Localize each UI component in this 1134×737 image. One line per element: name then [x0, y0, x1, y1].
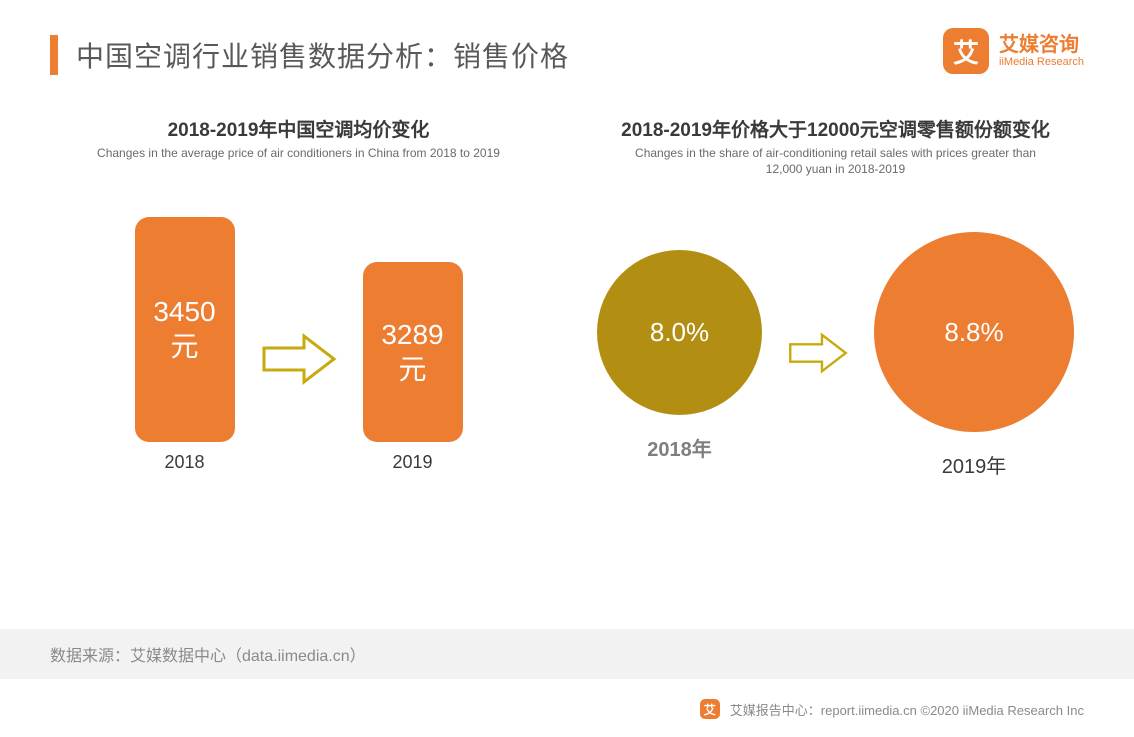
brand-name-cn: 艾媒咨询	[999, 34, 1084, 56]
bar-2019: 3289 元 2019	[363, 262, 463, 473]
bar-2018-value: 3450	[153, 294, 215, 329]
circle-2018-shape: 8.0%	[597, 250, 762, 415]
circle-2018-value: 8.0%	[650, 317, 709, 348]
bar-2018-label: 2018	[135, 452, 235, 473]
brand-name-en: iiMedia Research	[999, 56, 1084, 68]
brand-logo-glyph: 艾	[953, 33, 979, 70]
data-source: 数据来源：艾媒数据中心（data.iimedia.cn）	[50, 642, 366, 666]
left-viz: 3450 元 2018 3289 元 2019	[50, 217, 547, 473]
bar-2018-shape: 3450 元	[135, 217, 235, 442]
right-title-cn: 2018-2019年价格大于12000元空调零售额份额变化	[587, 115, 1084, 142]
footer-band: 数据来源：艾媒数据中心（data.iimedia.cn）	[0, 629, 1134, 679]
bar-2019-label: 2019	[363, 452, 463, 473]
brand-logo-icon: 艾	[943, 28, 989, 74]
footer-logo-glyph: 艾	[704, 701, 716, 718]
left-title-en: Changes in the average price of air cond…	[89, 146, 509, 162]
right-title-en: Changes in the share of air-conditioning…	[626, 146, 1046, 177]
footer-copyright: 艾 艾媒报告中心：report.iimedia.cn ©2020 iiMedia…	[700, 699, 1084, 719]
title-accent-bar	[50, 35, 58, 75]
arrow-svg	[260, 330, 338, 388]
bar-2019-unit: 元	[398, 352, 426, 387]
circle-2019: 8.8% 2019年	[874, 232, 1074, 479]
circle-2019-value: 8.8%	[944, 317, 1003, 348]
left-title-cn: 2018-2019年中国空调均价变化	[50, 115, 547, 142]
brand-logo: 艾 艾媒咨询 iiMedia Research	[943, 28, 1084, 74]
bar-2019-shape: 3289 元	[363, 262, 463, 442]
brand-logo-text: 艾媒咨询 iiMedia Research	[999, 34, 1084, 68]
left-panel: 2018-2019年中国空调均价变化 Changes in the averag…	[50, 115, 547, 479]
content-row: 2018-2019年中国空调均价变化 Changes in the averag…	[0, 75, 1134, 479]
bar-2018: 3450 元 2018	[135, 217, 235, 473]
page-title: 中国空调行业销售数据分析：销售价格	[76, 35, 569, 75]
bar-2019-value: 3289	[381, 317, 443, 352]
right-panel: 2018-2019年价格大于12000元空调零售额份额变化 Changes in…	[587, 115, 1084, 479]
arrow-svg-2	[787, 330, 849, 376]
arrow-icon-right	[787, 330, 849, 381]
circle-2018-label: 2018年	[597, 433, 762, 462]
circle-2019-label: 2019年	[874, 450, 1074, 479]
circle-2019-shape: 8.8%	[874, 232, 1074, 432]
right-viz: 8.0% 2018年 8.8% 2019年	[587, 232, 1084, 479]
circle-2018: 8.0% 2018年	[597, 250, 762, 462]
arrow-icon-left	[260, 330, 338, 393]
footer-logo-icon: 艾	[700, 699, 720, 719]
bar-2018-unit: 元	[170, 329, 198, 364]
footer-copyright-text: 艾媒报告中心：report.iimedia.cn ©2020 iiMedia R…	[730, 700, 1084, 719]
